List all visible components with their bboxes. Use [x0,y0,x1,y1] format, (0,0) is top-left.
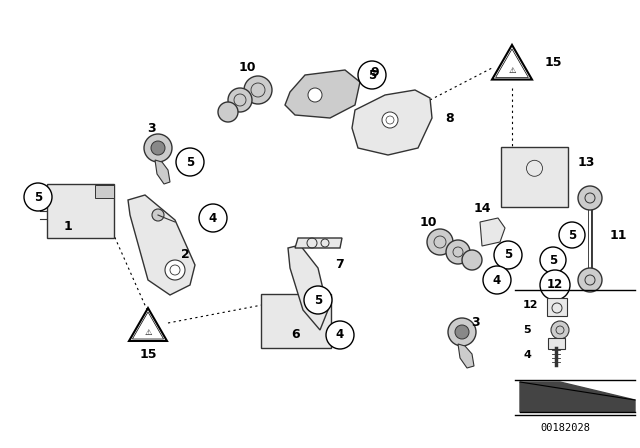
Text: 12: 12 [523,300,538,310]
Text: 5: 5 [504,249,512,262]
Circle shape [244,76,272,104]
Circle shape [144,134,172,162]
Text: 8: 8 [445,112,454,125]
Circle shape [176,148,204,176]
Text: 11: 11 [610,228,627,241]
Circle shape [152,209,164,221]
Circle shape [462,250,482,270]
Polygon shape [128,195,195,295]
Circle shape [382,112,398,128]
Text: 5: 5 [186,155,194,168]
Text: 4: 4 [523,350,531,360]
Circle shape [24,183,52,211]
FancyBboxPatch shape [547,298,567,316]
Circle shape [151,141,165,155]
Text: 14: 14 [473,202,491,215]
Circle shape [308,88,322,102]
Text: 10: 10 [238,60,256,73]
Polygon shape [458,344,474,368]
Circle shape [199,204,227,232]
FancyBboxPatch shape [47,184,114,238]
Text: 15: 15 [140,349,157,362]
Text: 5: 5 [568,228,576,241]
Text: 1: 1 [63,220,72,233]
Text: 4: 4 [336,328,344,341]
Circle shape [446,240,470,264]
Text: 15: 15 [545,56,563,69]
Text: ⚠: ⚠ [508,65,516,74]
Text: 5: 5 [523,325,531,335]
Polygon shape [520,382,635,412]
Text: 10: 10 [419,215,436,228]
Polygon shape [155,160,170,184]
Text: 4: 4 [493,273,501,287]
Circle shape [578,268,602,292]
FancyBboxPatch shape [501,147,568,207]
Circle shape [494,241,522,269]
Text: 00182028: 00182028 [540,423,590,433]
Text: 2: 2 [180,249,189,262]
Text: 5: 5 [314,293,322,306]
Circle shape [165,260,185,280]
Circle shape [228,88,252,112]
Polygon shape [480,218,505,246]
Circle shape [483,266,511,294]
Polygon shape [295,238,342,248]
Circle shape [455,325,469,339]
FancyBboxPatch shape [95,185,113,198]
Text: 12: 12 [547,279,563,292]
Text: 6: 6 [292,328,300,341]
Circle shape [540,270,570,300]
Polygon shape [285,70,360,118]
Circle shape [448,318,476,346]
Circle shape [540,247,566,273]
Text: 4: 4 [209,211,217,224]
Circle shape [218,102,238,122]
Circle shape [559,222,585,248]
Text: 3: 3 [148,121,156,134]
Text: 5: 5 [368,69,376,82]
Circle shape [578,186,602,210]
Text: 13: 13 [578,155,595,168]
Circle shape [427,229,453,255]
FancyBboxPatch shape [261,294,331,348]
Polygon shape [288,245,328,330]
Circle shape [326,321,354,349]
Polygon shape [352,90,432,155]
Circle shape [358,61,386,89]
Text: 5: 5 [549,254,557,267]
Text: 7: 7 [335,258,344,271]
Circle shape [551,321,569,339]
Text: 5: 5 [34,190,42,203]
Circle shape [304,286,332,314]
Text: 3: 3 [470,315,479,328]
Text: ⚠: ⚠ [144,327,152,336]
Text: 9: 9 [371,65,380,78]
FancyBboxPatch shape [547,337,564,349]
